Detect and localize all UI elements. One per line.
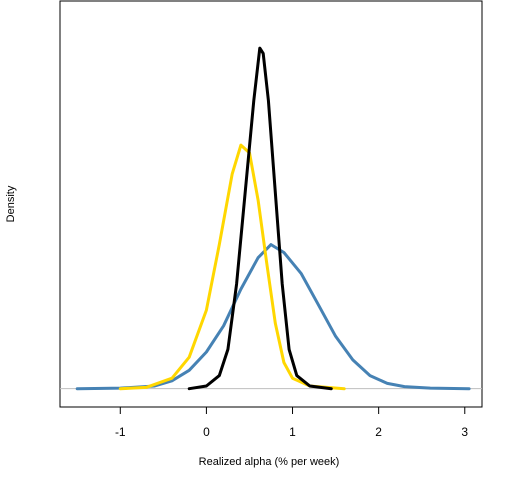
density-line-2 [118, 143, 346, 391]
y-axis-title: Density [5, 185, 17, 222]
x-tick-label: 3 [461, 425, 468, 439]
x-tick-label: 2 [375, 425, 382, 439]
series-layer [75, 46, 471, 391]
x-tick-label: 0 [203, 425, 210, 439]
density-line-3 [187, 46, 333, 391]
x-tick-label: -1 [115, 425, 126, 439]
density-line-1 [75, 243, 471, 391]
x-axis-title: Realized alpha (% per week) [199, 456, 340, 468]
x-axis: -1 0 1 2 3 [115, 407, 468, 439]
x-tick-label: 1 [289, 425, 296, 439]
plot-frame [59, 0, 483, 408]
